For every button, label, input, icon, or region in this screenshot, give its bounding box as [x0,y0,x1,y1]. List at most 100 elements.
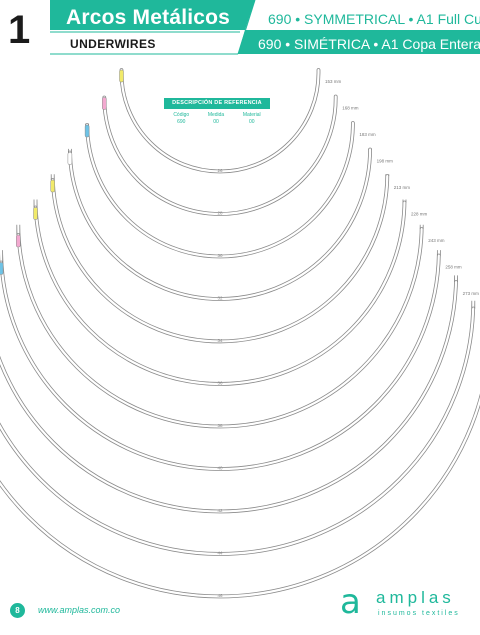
underwire-size-label: 44 [217,551,223,556]
underwire-left-cap [33,205,38,208]
underwire-32: 32 198 mm [67,147,394,301]
underwire-inner-line [36,199,404,383]
underwire-length-label: 258 mm [445,265,462,270]
underwire-28: 28 168 mm [102,94,359,216]
underwire-42: 42 273 mm [0,275,480,514]
underwire-left-cap [68,150,72,153]
underwire-right-cap [316,68,321,71]
underwire-right-cap [333,94,338,97]
amplas-logo: a amplas insumos textiles [340,585,475,627]
underwire-outer-line [0,275,458,514]
underwire-outer-line [0,250,441,471]
underwire-length-label: 183 mm [359,132,376,137]
underwire-length-label: 153 mm [325,79,342,84]
reference-field-code: Código 690 [173,112,189,125]
underwire-inner-line [0,275,455,511]
underwire-tip [16,234,21,248]
underwire-inner-line [0,300,473,553]
underwire-right-cap [402,200,407,203]
underwire-inner-line [105,96,335,213]
underwire-length-label: 273 mm [463,291,480,296]
reference-size-value: 00 [213,118,219,125]
underwire-tip [33,207,38,220]
underwire-size-label: 28 [217,211,223,216]
underwire-40: 40 258 mm [0,250,462,471]
underwire-34: 34 213 mm [50,174,411,344]
reference-code-label: Código [173,112,190,119]
reference-description: DESCRIPCIÓN DE REFERENCIA Código 690 Med… [164,98,270,125]
underwire-inner-line [19,224,421,426]
underwire-inner-line [71,148,369,298]
underwire-left-cap [119,68,124,71]
underwire-outer-line [16,224,424,429]
underwire-tip [102,97,107,110]
page-title: Arcos Metálicos [66,6,231,29]
underwire-right-cap [419,227,424,230]
underwire-length-label: 243 mm [428,238,445,243]
underwire-46: 46303 mm [0,393,480,599]
section-number: 1 [8,8,31,52]
footer-website-link[interactable]: www.amplas.com.co [38,605,121,615]
underwire-outer-line [119,70,321,174]
underwire-size-label: 38 [217,423,223,428]
underwire-length-label: 228 mm [411,212,428,217]
underwire-outer-line [85,123,355,259]
underwire-tip [119,69,124,83]
underwire-size-label: 36 [217,381,223,386]
section-label: UNDERWIRES [70,37,156,51]
underwire-outer-line [0,300,476,556]
logo-tagline: insumos textiles [378,610,460,617]
reference-field-size: Medida 00 [208,112,224,125]
underwire-outer-line [0,404,480,599]
underwire-right-cap [385,174,390,177]
underwire-inner-line [122,70,318,171]
underwire-inner-line [0,393,480,596]
underwire-length-label: 198 mm [377,159,394,164]
underwire-left-cap [102,95,107,98]
underwire-size-label: 42 [217,508,223,513]
logo-mark: a [340,582,361,622]
reference-code-value: 690 [177,118,186,125]
reference-material-label: Material [242,112,261,119]
reference-material-value: 00 [248,118,255,125]
underwire-right-cap [368,147,372,150]
reference-title: DESCRIPCIÓN DE REFERENCIA [164,98,270,110]
subtitle-spanish: 690 • SIMÉTRICA • A1 Copa Entera [258,36,480,52]
reference-field-material: Material 00 [243,112,261,125]
underwire-left-cap [16,233,21,236]
reference-size-label: Medida [207,112,225,119]
underwire-length-label: 168 mm [342,106,359,111]
underwire-right-cap [454,280,458,283]
underwire-right-cap [351,121,355,124]
underwire-outer-line [68,148,372,301]
underwire-right-cap [437,253,441,256]
underwire-size-label: 46 [217,593,223,598]
underwire-left-cap [85,123,89,126]
underwire-inner-line [53,174,387,341]
underwire-left-cap [50,178,55,181]
logo-wordmark: amplas [376,588,455,607]
underwire-size-label: 26 [217,168,223,173]
footer-page-number: 8 [10,603,25,618]
subtitle-english: 690 • SYMMETRICAL • A1 Full Cup [268,11,480,27]
underwire-size-label: 30 [217,253,223,258]
underwire-size-label: 40 [217,466,223,471]
underwire-26: 26 153 mm [119,68,342,174]
underwire-length-label: 213 mm [394,185,411,190]
underwire-outer-line [102,96,338,216]
header-banner [50,0,480,55]
underwire-inner-line [2,250,438,468]
underwire-size-label: 32 [217,296,223,301]
underwire-38: 38 243 mm [16,224,445,429]
underwire-tip [84,124,90,138]
underwire-outer-line [50,174,390,344]
underwire-tip [50,179,55,193]
underwire-tip [0,262,4,275]
underwire-left-cap [0,260,3,263]
underwire-outer-line [33,199,407,386]
underwire-30: 30 183 mm [84,121,376,259]
underwire-inner-line [88,123,352,256]
underwire-size-label: 34 [217,338,223,343]
underwire-right-cap [471,306,476,309]
